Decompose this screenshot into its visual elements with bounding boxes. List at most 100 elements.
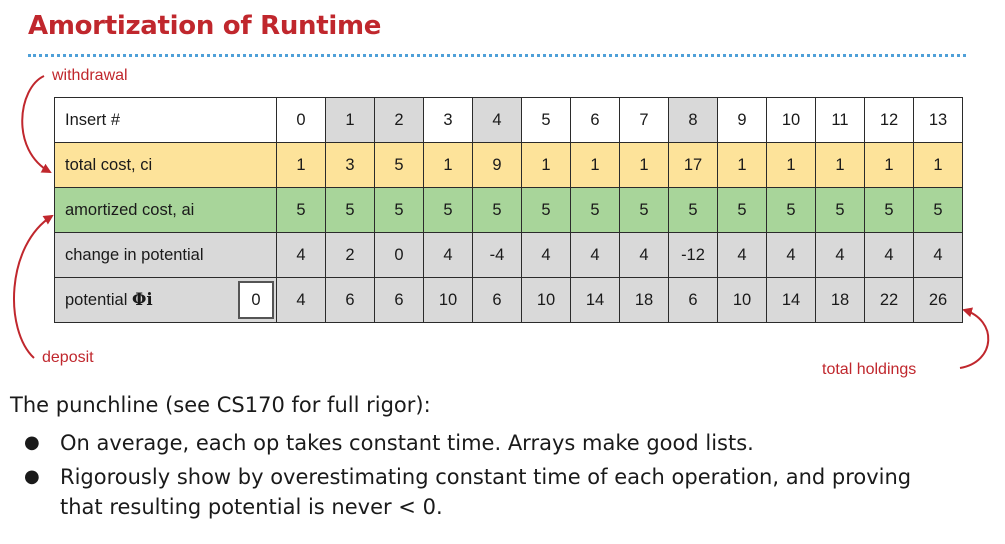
change-in-potential-row: change in potential 4 2 0 4 -4 4 4 4 -12 4 4 4 4 4 (54, 232, 963, 278)
bullet-text: On average, each op takes constant time.… (60, 431, 754, 455)
insert-number-cell: 8 (668, 97, 718, 143)
value-cell: 1 (815, 142, 865, 188)
bullet-text: Rigorously show by overestimating consta… (60, 465, 912, 519)
value-cell: 4 (521, 232, 571, 278)
total-holdings-callout: total holdings (822, 361, 917, 378)
value-cell: 1 (619, 142, 669, 188)
value-cell: -4 (472, 232, 522, 278)
insert-number-cell: 12 (864, 97, 914, 143)
row-label: change in potential (54, 232, 277, 278)
value-cell: 4 (276, 277, 326, 323)
value-cell: 1 (521, 142, 571, 188)
value-cell: 5 (423, 187, 473, 233)
insert-number-cell: 10 (766, 97, 816, 143)
value-cell: 10 (521, 277, 571, 323)
value-cell: 6 (325, 277, 375, 323)
value-cell: 5 (766, 187, 816, 233)
value-cell: 22 (864, 277, 914, 323)
insert-number-cell: 13 (913, 97, 963, 143)
insert-number-cell: 4 (472, 97, 522, 143)
value-cell: 5 (472, 187, 522, 233)
insert-number-cell: 3 (423, 97, 473, 143)
insert-number-cell: 6 (570, 97, 620, 143)
value-cell: -12 (668, 232, 718, 278)
value-cell: 5 (864, 187, 914, 233)
potential-label: potential Φi (65, 290, 153, 310)
value-cell: 5 (570, 187, 620, 233)
value-cell: 4 (423, 232, 473, 278)
value-cell: 17 (668, 142, 718, 188)
total-holdings-arrow (959, 307, 990, 369)
potential-label-text: potential (65, 291, 132, 309)
bullet-dot: ● (24, 432, 40, 453)
bullet-item: ● On average, each op takes constant time… (10, 428, 950, 458)
value-cell: 9 (472, 142, 522, 188)
value-cell: 1 (423, 142, 473, 188)
title-divider (28, 54, 966, 57)
insert-number-cell: 11 (815, 97, 865, 143)
value-cell: 18 (619, 277, 669, 323)
value-cell: 4 (619, 232, 669, 278)
value-cell: 6 (668, 277, 718, 323)
value-cell: 4 (864, 232, 914, 278)
value-cell: 1 (913, 142, 963, 188)
row-label: Insert # (54, 97, 277, 143)
value-cell: 5 (374, 187, 424, 233)
row-label: total cost, ci (54, 142, 277, 188)
value-cell: 1 (766, 142, 816, 188)
value-cell: 10 (423, 277, 473, 323)
value-cell: 5 (374, 142, 424, 188)
value-cell: 4 (570, 232, 620, 278)
row-label: amortized cost, ai (54, 187, 277, 233)
value-cell: 0 (374, 232, 424, 278)
deposit-arrow (13, 214, 54, 359)
value-cell: 5 (815, 187, 865, 233)
value-cell: 18 (815, 277, 865, 323)
value-cell: 10 (717, 277, 767, 323)
value-cell: 5 (325, 187, 375, 233)
insert-number-cell: 0 (276, 97, 326, 143)
amortized-cost-row: amortized cost, ai 5 5 5 5 5 5 5 5 5 5 5 5 5 5 (54, 187, 963, 233)
initial-potential-box: 0 (238, 281, 274, 319)
value-cell: 6 (374, 277, 424, 323)
value-cell: 4 (815, 232, 865, 278)
bullet-dot: ● (24, 466, 40, 487)
value-cell: 4 (717, 232, 767, 278)
withdrawal-callout: withdrawal (52, 67, 128, 84)
value-cell: 5 (913, 187, 963, 233)
value-cell: 5 (276, 187, 326, 233)
row-label: potential Φi 0 (54, 277, 277, 323)
value-cell: 26 (913, 277, 963, 323)
value-cell: 5 (521, 187, 571, 233)
value-cell: 4 (913, 232, 963, 278)
value-cell: 1 (717, 142, 767, 188)
insert-number-cell: 1 (325, 97, 375, 143)
value-cell: 3 (325, 142, 375, 188)
value-cell: 5 (668, 187, 718, 233)
insert-number-cell: 9 (717, 97, 767, 143)
amortization-table: Insert #0 1 2 3 4 5 6 7 8 9 10 11 12 13 total cost, ci… (54, 97, 963, 323)
value-cell: 2 (325, 232, 375, 278)
value-cell: 4 (766, 232, 816, 278)
bullet-item: ● Rigorously show by overestimating const… (10, 462, 950, 522)
withdrawal-arrow (21, 75, 52, 173)
insert-number-cell: 5 (521, 97, 571, 143)
value-cell: 4 (276, 232, 326, 278)
value-cell: 1 (864, 142, 914, 188)
value-cell: 5 (717, 187, 767, 233)
value-cell: 1 (276, 142, 326, 188)
value-cell: 5 (619, 187, 669, 233)
value-cell: 14 (766, 277, 816, 323)
deposit-callout: deposit (42, 349, 94, 366)
phi-symbol: Φi (131, 290, 153, 309)
potential-row: potential Φi 0 4 6 6 10 6 10 14 18 6 10 14 18 22 26 (54, 277, 963, 323)
value-cell: 14 (570, 277, 620, 323)
insert-number-cell: 7 (619, 97, 669, 143)
value-cell: 1 (570, 142, 620, 188)
punchline: The punchline (see CS170 for full rigor)… (10, 393, 431, 417)
slide-title: Amortization of Runtime (28, 11, 382, 41)
total-cost-row: total cost, ci 1 3 5 1 9 1 1 1 17 1 1 1 1 1 (54, 142, 963, 188)
insert-number-cell: 2 (374, 97, 424, 143)
value-cell: 6 (472, 277, 522, 323)
